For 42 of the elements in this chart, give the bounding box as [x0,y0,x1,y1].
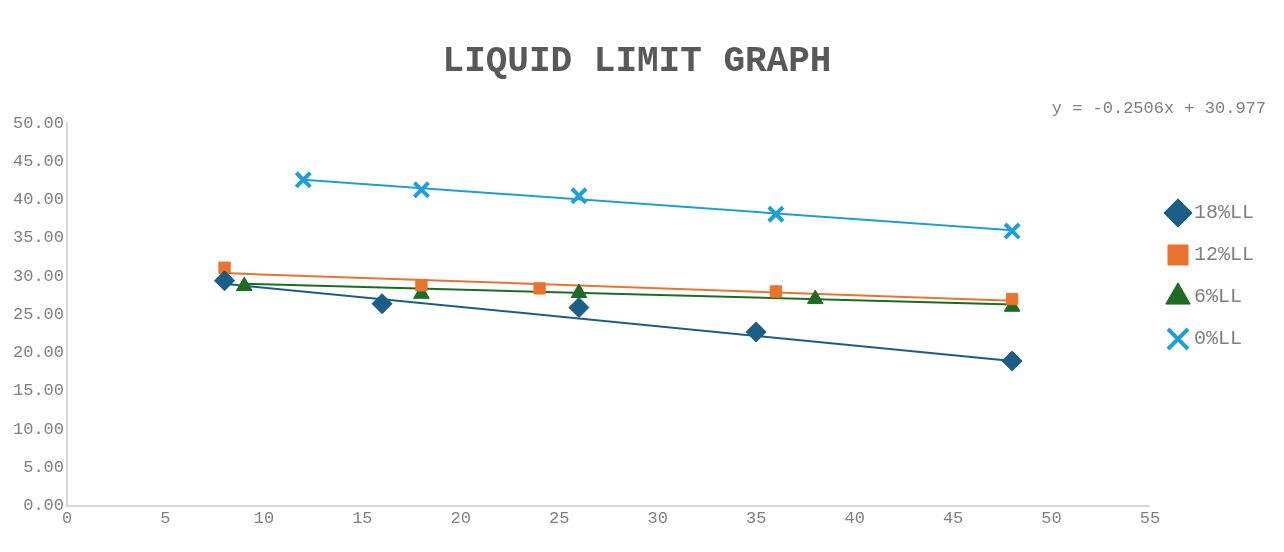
legend-label: 0%LL [1193,327,1243,351]
y-tick-label: 25.00 [12,304,65,324]
point [769,285,783,298]
x-tick-label: 0 [61,509,73,529]
legend-label: 18%LL [1193,201,1255,225]
x-tick-label: 10 [253,509,275,529]
y-tick-label: 5.00 [23,457,65,477]
legend-label: 6%LL [1193,285,1243,309]
y-tick-label: 15.00 [12,381,65,401]
y-tick-label: 20.00 [12,343,65,363]
y-tick-label: 40.00 [12,190,65,210]
x-tick-label: 40 [844,509,865,529]
y-tick-label: 35.00 [12,228,65,248]
point [294,170,313,189]
point [1003,221,1022,241]
point [415,279,428,292]
point [568,297,590,319]
text: y = -0.2506x + 30.977 [1051,99,1266,119]
y-tick-label: 50.00 [12,113,65,133]
point [371,293,393,315]
x-tick-label: 20 [450,509,472,529]
x-tick-label: 50 [1041,509,1062,529]
point [1001,350,1023,372]
legend-label: 12%LL [1193,243,1255,267]
x-tick-label: 15 [352,509,373,529]
x-tick-label: 30 [647,509,668,529]
point [412,180,431,199]
point [745,321,767,343]
point [766,205,785,224]
y-tick-label: 10.00 [12,419,65,439]
point [214,270,236,292]
point [569,186,589,205]
chart-title: LIQUID LIMIT GRAPH [442,40,832,82]
x-tick-label: 55 [1139,509,1161,529]
point [1006,292,1019,306]
y-tick-label: 45.00 [12,151,65,171]
x-tick-label: 45 [942,509,964,529]
point [533,282,546,295]
x-tick-label: 35 [745,509,767,529]
x-tick-label: 25 [549,509,570,529]
y-tick-label: 30.00 [12,266,65,286]
x-tick-label: 5 [160,509,171,529]
